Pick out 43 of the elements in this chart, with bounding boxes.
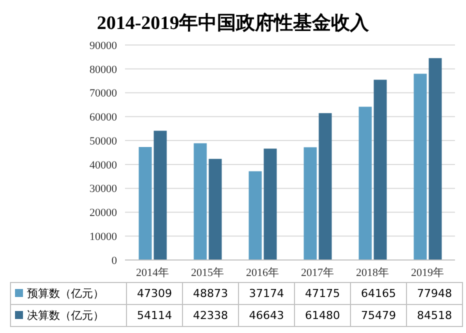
data-label: 48873 — [182, 282, 238, 304]
y-tick-label: 90000 — [90, 40, 118, 52]
x-tick-label: 2014年 — [136, 266, 169, 279]
bar — [304, 147, 317, 260]
data-label: 37174 — [238, 282, 294, 304]
legend-label: 预算数（亿元） — [10, 282, 126, 304]
bar — [414, 74, 427, 260]
bar — [248, 171, 262, 260]
data-label: 42338 — [182, 304, 238, 326]
data-label: 61480 — [294, 304, 350, 326]
bar — [154, 130, 167, 260]
data-label: 54114 — [126, 304, 182, 326]
data-label: 47309 — [126, 282, 182, 304]
data-label: 84518 — [406, 304, 462, 326]
data-label: 46643 — [238, 304, 294, 326]
x-tick-label: 2019年 — [411, 266, 444, 279]
bar — [428, 58, 442, 260]
y-tick-label: 20000 — [90, 207, 118, 220]
x-tick-label: 2017年 — [301, 266, 334, 279]
bar — [208, 158, 222, 260]
bar — [374, 80, 387, 260]
legend-label: 决算数（亿元） — [10, 304, 126, 326]
bar — [318, 113, 332, 260]
y-tick-label: 60000 — [90, 112, 118, 124]
data-label: 47175 — [294, 282, 350, 304]
y-tick-label: 80000 — [90, 64, 118, 76]
data-label: 77948 — [406, 282, 462, 304]
bar — [138, 146, 152, 260]
x-tick-label: 2015年 — [191, 266, 224, 279]
y-tick-label: 30000 — [90, 183, 118, 196]
x-tick-label: 2016年 — [246, 266, 279, 279]
chart-title: 2014-2019年中国政府性基金收入 — [96, 12, 370, 36]
y-tick-label: 70000 — [90, 88, 118, 100]
bar — [264, 148, 277, 260]
x-tick-label: 2018年 — [356, 266, 389, 279]
bar — [358, 106, 372, 260]
y-tick-label: 0 — [112, 254, 118, 267]
y-tick-label: 50000 — [90, 135, 118, 148]
data-label: 64165 — [350, 282, 406, 304]
y-tick-label: 10000 — [90, 231, 118, 244]
data-label: 75479 — [350, 304, 406, 326]
y-tick-label: 40000 — [90, 159, 118, 172]
bar — [194, 143, 207, 260]
